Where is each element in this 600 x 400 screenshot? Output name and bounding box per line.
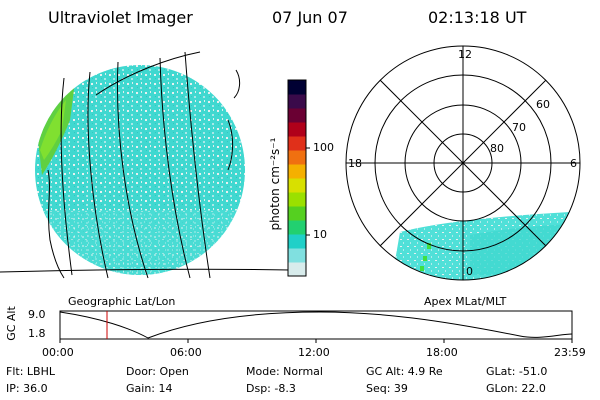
- observation-date: 07 Jun 07: [272, 8, 348, 27]
- info-gain: Gain: 14: [126, 382, 173, 395]
- geographic-image: [0, 51, 290, 279]
- mlt-label-6: 6: [570, 157, 577, 170]
- apex-polar-plot: [345, 45, 581, 281]
- altitude-curve: [59, 311, 573, 339]
- colorbar-segment: [288, 234, 306, 249]
- colorbar-tick-100: 100: [313, 141, 334, 154]
- colorbar-segment: [288, 122, 306, 137]
- mlt-label-0: 0: [466, 265, 473, 278]
- altitude-ytick-9: 9.0: [28, 308, 46, 321]
- geo-grid-lines: [0, 51, 290, 279]
- info-door: Door: Open: [126, 365, 189, 378]
- info-dsp: Dsp: -8.3: [246, 382, 296, 395]
- colorbar-segment: [288, 192, 306, 207]
- mlat-label-60: 60: [536, 98, 550, 111]
- colorbar-segment: [288, 108, 306, 123]
- info-gc-alt: GC Alt: 4.9 Re: [366, 365, 443, 378]
- color-bar: [287, 79, 310, 277]
- mlt-label-18: 18: [348, 157, 362, 170]
- time-tick-0000: 00:00: [42, 346, 74, 359]
- altitude-ytick-1-8: 1.8: [28, 327, 46, 340]
- info-seq: Seq: 39: [366, 382, 408, 395]
- time-tick-0600: 06:00: [170, 346, 202, 359]
- colorbar-tick-10: 10: [313, 228, 327, 241]
- info-filter: Flt: LBHL: [6, 365, 55, 378]
- time-tick-2359: 23:59: [554, 346, 586, 359]
- colorbar-segment: [288, 150, 306, 165]
- colorbar-segment: [288, 164, 306, 179]
- mlat-label-70: 70: [512, 121, 526, 134]
- instrument-title: Ultraviolet Imager: [48, 8, 193, 27]
- colorbar-segment: [288, 178, 306, 193]
- observation-time: 02:13:18 UT: [428, 8, 527, 27]
- geo-panel-label: Geographic Lat/Lon: [68, 295, 176, 308]
- time-ticks: [59, 339, 573, 343]
- mlat-label-80: 80: [490, 142, 504, 155]
- altitude-ylabel: GC Alt: [4, 306, 18, 341]
- time-tick-1800: 18:00: [426, 346, 458, 359]
- colorbar-segment: [288, 262, 306, 277]
- apex-panel-label: Apex MLat/MLT: [424, 295, 507, 308]
- colorbar-segment: [288, 206, 306, 221]
- info-glon: GLon: 22.0: [486, 382, 546, 395]
- time-tick-1200: 12:00: [298, 346, 330, 359]
- colorbar-segment: [288, 220, 306, 235]
- colorbar-unit-label: photon cm⁻²s⁻¹: [268, 137, 282, 231]
- colorbar-segment: [288, 94, 306, 109]
- altitude-plot: [59, 310, 573, 343]
- colorbar-segment: [288, 248, 306, 263]
- info-ip: IP: 36.0: [6, 382, 48, 395]
- info-mode: Mode: Normal: [246, 365, 323, 378]
- apex-grid: [345, 45, 581, 281]
- colorbar-segment: [288, 136, 306, 151]
- info-glat: GLat: -51.0: [486, 365, 548, 378]
- colorbar-segment: [288, 80, 306, 95]
- altitude-plot-frame: [59, 310, 573, 340]
- mlt-label-12: 12: [458, 48, 472, 61]
